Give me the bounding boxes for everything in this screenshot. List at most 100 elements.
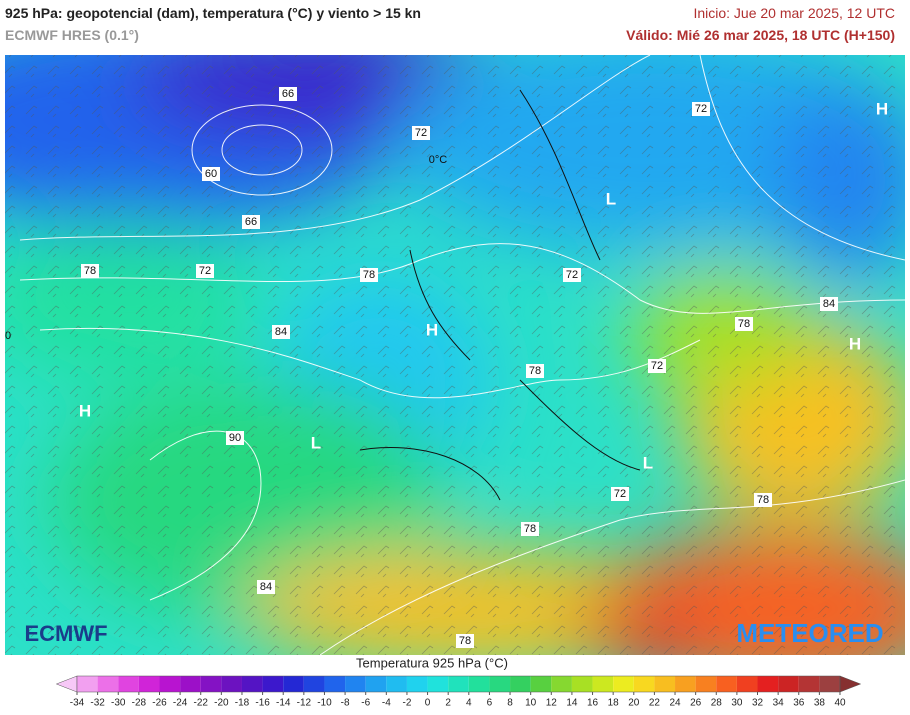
colorbar-tick-label: -14	[276, 698, 291, 709]
colorbar: -34 -32 -30 -28 -26 -24 -22 -20 -18 -16 -14 -12 -10-…	[55, 675, 862, 709]
colorbar-tick-label: 18	[608, 698, 620, 709]
contour-label-bg	[648, 359, 666, 373]
colorbar-tick-label: -30	[111, 698, 126, 709]
contour-label-bg	[820, 297, 838, 311]
colorbar-swatch	[736, 676, 758, 692]
colorbar-tick-label: -34	[70, 698, 85, 709]
map-field	[5, 55, 905, 655]
colorbar-tick-label: 22	[649, 698, 661, 709]
colorbar-swatch	[427, 676, 449, 692]
contour-label: 78	[84, 265, 96, 277]
colorbar-tick-label: -4	[382, 698, 391, 709]
contour-label: 60	[205, 168, 217, 180]
colorbar-tick-label: -2	[402, 698, 411, 709]
contour-label: 84	[275, 326, 287, 338]
pressure-center: L	[311, 433, 321, 452]
colorbar-tick-label: 26	[690, 698, 702, 709]
colorbar-swatch	[118, 676, 139, 692]
colorbar-swatch	[468, 676, 490, 692]
contour-label-bg	[226, 431, 244, 445]
contour-label: 78	[459, 635, 471, 647]
map-labels: 66 72 60 66 78 72 78 72 72 84 78 84 72 78 90 72 78 78 84 78…	[5, 87, 888, 648]
pressure-center: H	[79, 401, 91, 420]
colorbar-tick-label: 32	[752, 698, 764, 709]
colorbar-swatch	[489, 676, 511, 692]
contour-label-bg	[735, 317, 753, 331]
colorbar-tick-label: 2	[445, 698, 451, 709]
colorbar-swatch	[77, 676, 98, 692]
colorbar-swatch	[345, 676, 366, 692]
pressure-center: L	[643, 453, 653, 472]
colorbar-swatch	[97, 676, 119, 692]
valid-time: Válido: Mié 26 mar 2025, 18 UTC (H+150)	[626, 27, 895, 43]
colorbar-tick-label: 8	[507, 698, 513, 709]
contour-label: 90	[229, 432, 241, 444]
contour-label: 72	[566, 269, 578, 281]
legend-title: Temperatura 925 hPa (°C)	[356, 655, 508, 670]
colorbar-tick-label: -12	[297, 698, 312, 709]
colorbar-tick-label: 34	[773, 698, 785, 709]
colorbar-swatch	[200, 676, 222, 692]
colorbar-tick-label: 20	[628, 698, 640, 709]
contour-label: 66	[245, 216, 257, 228]
colorbar-swatch	[571, 676, 593, 692]
colorbar-swatch	[180, 676, 201, 692]
colorbar-swatch	[592, 676, 614, 692]
init-time: Inicio: Jue 20 mar 2025, 12 UTC	[693, 5, 895, 21]
model: ECMWF HRES (0.1°)	[5, 27, 139, 43]
contour-label-bg	[196, 264, 214, 278]
contour-label: 72	[651, 360, 663, 372]
colorbar-frame	[76, 675, 841, 693]
colorbar-swatch	[798, 676, 820, 692]
colorbar-tick-label: -20	[214, 698, 229, 709]
contour-label-bg	[692, 102, 710, 116]
contour-label-bg	[81, 264, 99, 278]
colorbar-swatch	[819, 676, 840, 692]
colorbar-tick-label: 6	[487, 698, 493, 709]
colorbar-swatch	[221, 676, 242, 692]
colorbar-swatch	[633, 676, 655, 692]
colorbar-tick-label: -16	[255, 698, 270, 709]
colorbar-swatch	[262, 676, 284, 692]
contour-label-bg	[563, 268, 581, 282]
colorbar-swatch	[324, 676, 346, 692]
contour-label: 84	[260, 581, 272, 593]
colorbar-swatch	[448, 676, 469, 692]
colorbar-tick-label: -28	[132, 698, 147, 709]
pressure-center: H	[426, 320, 438, 339]
colorbar-tick-label: -8	[341, 698, 350, 709]
colorbar-tick-label: -22	[194, 698, 209, 709]
colorbar-swatch	[675, 676, 696, 692]
colorbar-swatch	[138, 676, 160, 692]
colorbar-swatch	[365, 676, 387, 692]
colorbar-tick-label: 28	[711, 698, 723, 709]
colorbar-tick-label: 24	[669, 698, 681, 709]
colorbar-tick-label: 10	[525, 698, 537, 709]
contour-label: 78	[738, 318, 750, 330]
colorbar-swatch	[303, 676, 325, 692]
contour-label: 0	[5, 330, 11, 342]
contour-label-bg	[272, 325, 290, 339]
colorbar-swatch	[159, 676, 181, 692]
colorbar-swatch	[386, 676, 407, 692]
contour-label: 78	[757, 494, 769, 506]
colorbar-tick-label: 16	[587, 698, 599, 709]
title: 925 hPa: geopotencial (dam), temperatura…	[5, 5, 421, 21]
contour-label: 78	[529, 365, 541, 377]
colorbar-tick-label: -6	[361, 698, 370, 709]
colorbar-tick-label: 30	[731, 698, 743, 709]
pressure-center: H	[876, 99, 888, 118]
colorbar-tick-label: 38	[814, 698, 826, 709]
contour-label-bg	[611, 487, 629, 501]
meteored-logo: METEORED	[736, 618, 883, 648]
colorbar-tick-label: -32	[90, 698, 105, 709]
colorbar-tick-label: 4	[466, 698, 472, 709]
contour-label: 84	[823, 298, 835, 310]
colorbar-tick-label: 36	[793, 698, 805, 709]
colorbar-tick-label: -24	[173, 698, 188, 709]
colorbar-tick-label: 40	[834, 698, 846, 709]
colorbar-swatch	[757, 676, 779, 692]
colorbar-swatch	[778, 676, 799, 692]
